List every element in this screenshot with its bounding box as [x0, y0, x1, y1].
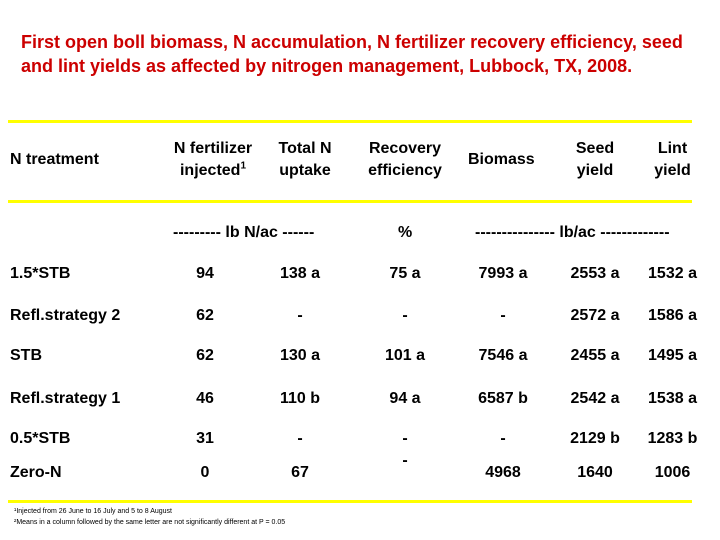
- units-lb-per-acre: --------------- lb/ac -------------: [475, 224, 670, 241]
- cell-biomass: 6587 b: [478, 390, 528, 407]
- cell-fertilizer: 31: [196, 430, 214, 447]
- header-lint-yield-line1: Lint: [657, 140, 688, 157]
- cell-lint: 1586 a: [648, 307, 697, 324]
- footnote-marker: 1: [240, 160, 247, 172]
- header-seed-yield-line1: Seed: [575, 140, 615, 157]
- cell-fertilizer: 0: [200, 464, 210, 481]
- cell-seed: 1640: [577, 464, 613, 481]
- table-bottom-divider: [8, 500, 692, 503]
- cell-seed: 2455 a: [570, 347, 620, 364]
- cell-uptake: 130 a: [279, 347, 321, 364]
- header-n-fertilizer: N fertilizer injected1: [158, 138, 268, 182]
- header-lint-yield-line2: yield: [654, 162, 691, 179]
- header-recovery-efficiency: Recovery efficiency: [355, 138, 455, 182]
- header-n-fertilizer-line2: injected1: [179, 160, 247, 179]
- header-lint-yield: Lint yield: [635, 138, 710, 182]
- cell-fertilizer: 46: [196, 390, 214, 407]
- cell-recovery: -: [402, 430, 408, 447]
- header-seed-yield: Seed yield: [555, 138, 635, 182]
- header-total-n-uptake-line2: uptake: [279, 162, 331, 179]
- cell-uptake: 138 a: [279, 265, 321, 282]
- cell-uptake: 110 b: [279, 390, 321, 407]
- cell-fertilizer: 62: [196, 307, 214, 324]
- page-title: First open boll biomass, N accumulation,…: [21, 32, 683, 76]
- cell-treatment: Zero-N: [10, 464, 62, 481]
- header-total-n-uptake-line1: Total N: [278, 140, 332, 157]
- cell-recovery: 94 a: [389, 390, 421, 407]
- cell-seed: 2553 a: [570, 265, 620, 282]
- cell-treatment: 1.5*STB: [10, 265, 71, 282]
- cell-uptake: -: [297, 430, 303, 447]
- cell-recovery: -: [402, 307, 408, 324]
- cell-biomass: 7993 a: [478, 265, 528, 282]
- header-biomass: Biomass: [468, 151, 535, 168]
- cell-uptake: 67: [291, 464, 309, 481]
- cell-lint: 1006: [654, 464, 691, 481]
- cell-lint: 1532 a: [648, 265, 697, 282]
- cell-fertilizer: 62: [196, 347, 214, 364]
- header-seed-yield-line2: yield: [576, 162, 614, 179]
- cell-uptake: -: [297, 307, 303, 324]
- cell-treatment: STB: [10, 347, 42, 364]
- cell-lint: 1495 a: [648, 347, 697, 364]
- header-recovery-line1: Recovery: [368, 140, 442, 157]
- cell-treatment: Refl.strategy 1: [10, 390, 121, 407]
- header-recovery-line2: efficiency: [368, 162, 442, 179]
- cell-treatment: Refl.strategy 2: [10, 307, 121, 324]
- footnote-2: ²Means in a column followed by the same …: [14, 519, 286, 526]
- footnote-1: ¹Injected from 26 June to 16 July and 5 …: [14, 508, 172, 515]
- header-bottom-divider: [8, 200, 692, 203]
- cell-lint: 1538 a: [648, 390, 697, 407]
- cell-fertilizer: 94: [196, 265, 214, 282]
- cell-biomass: -: [500, 430, 506, 447]
- cell-seed: 2542 a: [570, 390, 620, 407]
- cell-biomass: 4968: [485, 464, 521, 481]
- header-n-treatment: N treatment: [10, 151, 99, 168]
- cell-treatment: 0.5*STB: [10, 430, 71, 447]
- cell-biomass: 7546 a: [478, 347, 528, 364]
- cell-seed: 2572 a: [570, 307, 620, 324]
- header-n-fertilizer-line1: N fertilizer: [173, 140, 253, 157]
- header-top-divider: [8, 120, 692, 123]
- cell-biomass: -: [500, 307, 506, 324]
- units-lb-n-per-acre: --------- lb N/ac ------: [173, 224, 315, 241]
- cell-seed: 2129 b: [570, 430, 620, 447]
- header-total-n-uptake: Total N uptake: [265, 138, 345, 182]
- units-percent: %: [398, 224, 413, 241]
- cell-recovery: 75 a: [389, 265, 421, 282]
- cell-lint: 1283 b: [647, 430, 698, 447]
- cell-recovery: -: [402, 452, 408, 469]
- cell-recovery: 101 a: [384, 347, 426, 364]
